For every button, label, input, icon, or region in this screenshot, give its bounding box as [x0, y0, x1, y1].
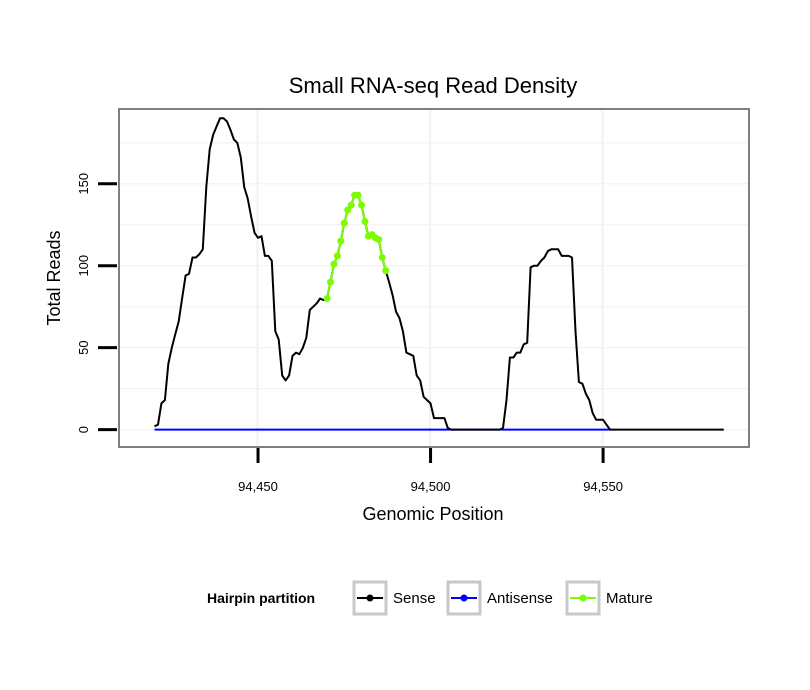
series-line-sense [154, 117, 724, 431]
mature-point [375, 235, 383, 243]
legend-item-mature: Mature [565, 580, 653, 616]
mature-point [347, 201, 355, 209]
mature-point [358, 201, 366, 209]
mature-point [361, 217, 369, 225]
legend-item-sense: Sense [352, 580, 436, 616]
mature-point [344, 206, 352, 214]
grid [120, 110, 748, 446]
mature-point [340, 219, 348, 227]
mature-point [354, 191, 362, 199]
x-tick-label: 94,550 [583, 479, 623, 494]
legend-label-sense: Sense [393, 590, 436, 607]
x-axis-title: Genomic Position [362, 504, 503, 524]
legend-item-antisense: Antisense [446, 580, 553, 616]
y-tick-label: 100 [76, 255, 91, 277]
legend: Hairpin partition Sense Antisense Mature [207, 580, 653, 616]
legend-label-mature: Mature [606, 590, 653, 607]
mature-point [323, 294, 331, 302]
y-tick-label: 0 [76, 426, 91, 433]
y-axis-title: Total Reads [44, 230, 64, 325]
mature-point [378, 254, 386, 262]
plot-panel-border [118, 108, 750, 448]
y-tick-label: 50 [76, 340, 91, 354]
mature-point [326, 278, 334, 286]
axis-ticks: 94,450 94,500 94,550 0 50 100 150 [76, 173, 623, 494]
mature-point [333, 252, 341, 260]
series-layer [154, 117, 724, 431]
legend-title: Hairpin partition [207, 590, 315, 606]
mature-point [337, 237, 345, 245]
y-tick-label: 150 [76, 173, 91, 195]
series-line-mature [326, 194, 387, 299]
legend-label-antisense: Antisense [487, 590, 553, 607]
x-tick-label: 94,500 [411, 479, 451, 494]
mature-point [382, 267, 390, 275]
x-tick-label: 94,450 [238, 479, 278, 494]
mature-point [330, 260, 338, 268]
chart-title: Small RNA-seq Read Density [289, 73, 578, 98]
